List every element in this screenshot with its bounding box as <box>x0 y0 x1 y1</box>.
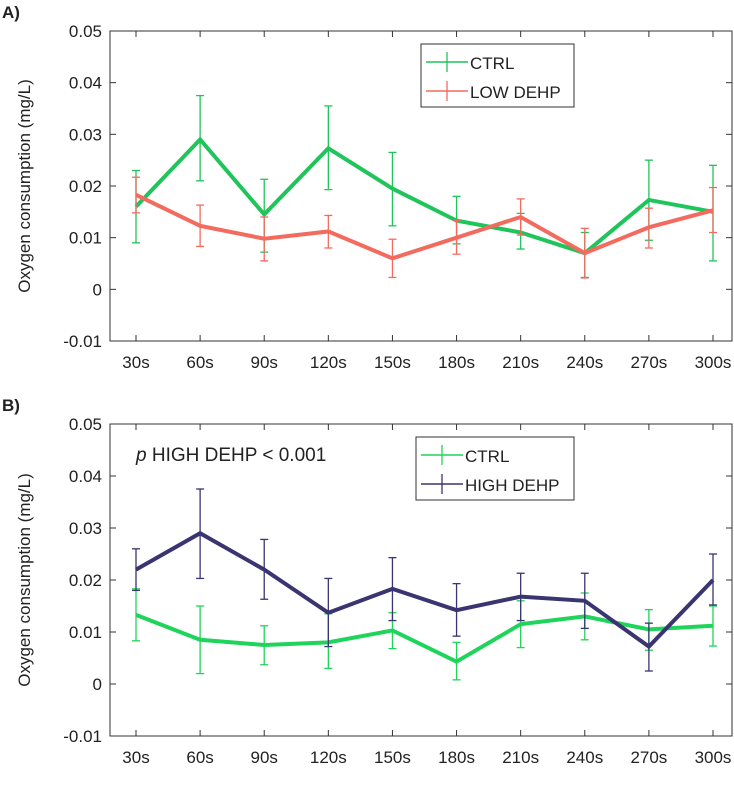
series-line <box>136 615 713 662</box>
x-tick-label: 60s <box>186 353 213 372</box>
y-tick-label: 0.05 <box>69 415 102 434</box>
panel-label: B) <box>2 396 20 415</box>
x-tick-label: 300s <box>695 353 732 372</box>
x-tick-label: 270s <box>630 748 667 767</box>
x-tick-label: 150s <box>374 353 411 372</box>
x-tick-label: 150s <box>374 748 411 767</box>
series-high-dehp <box>132 489 717 671</box>
series-line <box>136 533 713 646</box>
x-tick-label: 90s <box>251 748 278 767</box>
panel-label: A) <box>2 3 20 22</box>
series-ctrl <box>132 96 717 278</box>
legend-label: LOW DEHP <box>470 83 561 102</box>
y-tick-label: 0.02 <box>69 177 102 196</box>
x-tick-label: 240s <box>566 748 603 767</box>
panel-a: A) -0.01 0 0.01 0.02 0.03 0.04 0.05 30s 60s 90s 120… <box>2 3 732 372</box>
x-tick-label: 210s <box>502 748 539 767</box>
y-tick-label: 0.04 <box>69 467 102 486</box>
x-tick-label: 270s <box>630 353 667 372</box>
x-tick-label: 120s <box>310 748 347 767</box>
x-tick-label: 90s <box>251 353 278 372</box>
x-tick-label: 30s <box>122 353 149 372</box>
x-tick-label: 180s <box>438 353 475 372</box>
y-tick-label: 0.02 <box>69 571 102 590</box>
x-tick-label: 30s <box>122 748 149 767</box>
y-tick-label: 0.01 <box>69 229 102 248</box>
y-axis-label: Oxygen consumption (mg/L) <box>15 79 34 293</box>
y-tick-label: -0.01 <box>63 727 102 746</box>
y-axis-label: Oxygen consumption (mg/L) <box>15 473 34 687</box>
legend-label: CTRL <box>465 447 509 466</box>
annotation: p HIGH DEHP < 0.001 <box>135 445 326 466</box>
y-tick-label: 0.01 <box>69 623 102 642</box>
legend: CTRL LOW DEHP <box>421 44 574 107</box>
legend: CTRL HIGH DEHP <box>416 437 574 500</box>
legend-label: CTRL <box>470 54 514 73</box>
y-tick-label: 0.04 <box>69 74 102 93</box>
y-tick-label: -0.01 <box>63 332 102 351</box>
x-tick-label: 210s <box>502 353 539 372</box>
y-tick-label: 0.03 <box>69 519 102 538</box>
y-tick-label: 0.05 <box>69 22 102 41</box>
x-tick-label: 180s <box>438 748 475 767</box>
x-tick-label: 300s <box>695 748 732 767</box>
x-tick-label: 120s <box>310 353 347 372</box>
y-tick-label: 0 <box>93 675 102 694</box>
y-tick-label: 0.03 <box>69 125 102 144</box>
legend-label: HIGH DEHP <box>465 476 559 495</box>
y-tick-label: 0 <box>93 280 102 299</box>
x-tick-label: 240s <box>566 353 603 372</box>
x-tick-label: 60s <box>186 748 213 767</box>
panel-b: B) -0.01 0 0.01 0.02 0.03 0.04 0.05 30s 60s 90s 120… <box>2 396 732 767</box>
series-low-dehp <box>132 177 717 278</box>
